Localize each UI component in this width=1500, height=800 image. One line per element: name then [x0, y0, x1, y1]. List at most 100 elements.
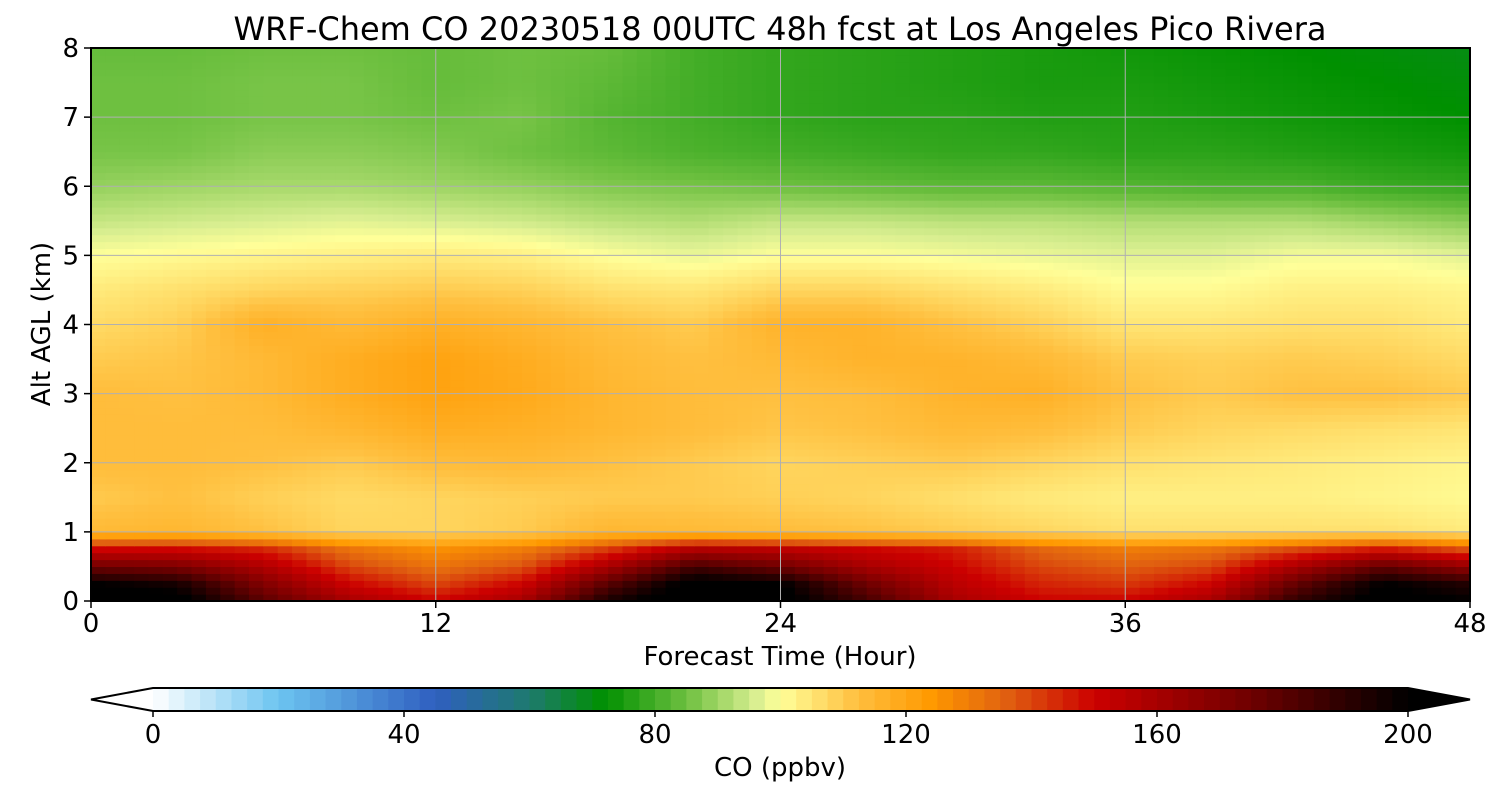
- heatmap-cell: [205, 407, 221, 415]
- heatmap-cell: [421, 573, 437, 581]
- heatmap-cell: [565, 303, 580, 312]
- heatmap-cell: [177, 393, 193, 402]
- heatmap-cell: [205, 483, 221, 491]
- heatmap-cell: [708, 393, 724, 402]
- heatmap-cell: [91, 448, 106, 457]
- heatmap-cell: [1182, 317, 1198, 326]
- heatmap-cell: [751, 587, 767, 595]
- heatmap-cell: [1182, 518, 1198, 526]
- heatmap-cell: [335, 587, 351, 595]
- heatmap-cell: [1096, 324, 1112, 333]
- heatmap-cell: [1096, 587, 1112, 595]
- heatmap-cell: [1125, 276, 1141, 284]
- heatmap-cell: [1082, 276, 1098, 284]
- heatmap-cell: [1211, 531, 1227, 540]
- heatmap-cell: [1211, 511, 1227, 519]
- heatmap-cell: [593, 448, 609, 457]
- heatmap-cell: [1311, 365, 1327, 374]
- heatmap-cell: [249, 359, 264, 367]
- heatmap-cell: [708, 518, 724, 526]
- heatmap-cell: [478, 462, 494, 471]
- heatmap-cell: [263, 324, 279, 333]
- heatmap-cell: [608, 559, 624, 568]
- heatmap-cell: [177, 504, 193, 512]
- heatmap-cell: [981, 407, 997, 415]
- heatmap-cell: [464, 248, 480, 256]
- heatmap-cell: [1039, 324, 1055, 333]
- heatmap-cell: [363, 573, 379, 581]
- heatmap-cell: [1067, 407, 1083, 415]
- heatmap-cell: [1153, 469, 1169, 478]
- heatmap-cell: [464, 518, 480, 526]
- heatmap-cell: [306, 324, 322, 333]
- heatmap-cell: [1125, 283, 1141, 291]
- heatmap-cell: [335, 365, 351, 374]
- heatmap-cell: [220, 255, 236, 263]
- heatmap-cell: [952, 345, 968, 353]
- heatmap-cell: [1110, 448, 1126, 457]
- heatmap-cell: [593, 504, 609, 512]
- heatmap-cell: [1254, 303, 1270, 312]
- heatmap-cell: [1139, 448, 1155, 457]
- heatmap-cell: [1125, 359, 1141, 367]
- heatmap-cell: [852, 386, 868, 395]
- heatmap-cell: [636, 476, 652, 485]
- heatmap-cell: [205, 545, 221, 554]
- heatmap-cell: [651, 359, 667, 367]
- heatmap-cell: [622, 296, 638, 305]
- heatmap-cell: [723, 421, 738, 429]
- heatmap-cell: [1297, 352, 1313, 360]
- heatmap-cell: [335, 289, 351, 298]
- heatmap-cell: [1168, 414, 1184, 422]
- heatmap-cell: [1139, 518, 1155, 526]
- heatmap-cell: [579, 538, 595, 547]
- heatmap-cell: [378, 421, 394, 429]
- heatmap-cell: [536, 276, 552, 284]
- heatmap-cell: [1326, 283, 1342, 291]
- heatmap-cell: [1182, 455, 1198, 464]
- heatmap-cell: [363, 372, 379, 381]
- heatmap-cell: [1053, 580, 1069, 588]
- heatmap-cell: [220, 262, 236, 270]
- heatmap-cell: [1139, 524, 1155, 533]
- heatmap-cell: [292, 365, 308, 374]
- heatmap-cell: [1168, 296, 1184, 305]
- heatmap-cell: [536, 455, 552, 464]
- heatmap-cell: [550, 469, 566, 478]
- heatmap-cell: [105, 545, 121, 554]
- heatmap-cell: [1297, 393, 1313, 402]
- heatmap-cell: [493, 276, 509, 284]
- heatmap-cell: [952, 262, 968, 270]
- heatmap-cell: [1168, 407, 1184, 415]
- heatmap-cell: [881, 352, 897, 360]
- heatmap-cell: [407, 594, 422, 602]
- heatmap-cell: [1153, 580, 1169, 588]
- heatmap-cell: [263, 255, 279, 263]
- heatmap-cell: [464, 428, 480, 436]
- heatmap-cell: [952, 580, 968, 588]
- heatmap-cell: [363, 269, 379, 277]
- heatmap-cell: [1110, 524, 1126, 533]
- heatmap-cell: [1168, 372, 1184, 381]
- heatmap-cell: [478, 524, 494, 533]
- heatmap-cell: [1311, 580, 1327, 588]
- heatmap-cell: [981, 276, 997, 284]
- heatmap-cell: [91, 324, 106, 333]
- heatmap-cell: [1168, 359, 1184, 367]
- heatmap-cell: [837, 283, 853, 291]
- heatmap-cell: [263, 338, 279, 346]
- heatmap-cell: [565, 324, 580, 333]
- heatmap-cell: [1283, 552, 1299, 561]
- heatmap-cell: [292, 379, 308, 388]
- heatmap-cell: [1010, 255, 1026, 263]
- heatmap-cell: [220, 504, 236, 512]
- heatmap-cell: [234, 317, 250, 326]
- heatmap-cell: [91, 504, 106, 512]
- heatmap-cell: [320, 524, 336, 533]
- heatmap-cell: [636, 455, 652, 464]
- heatmap-cell: [205, 393, 221, 402]
- heatmap-cell: [622, 310, 638, 319]
- heatmap-cell: [924, 317, 940, 326]
- heatmap-cell: [277, 552, 293, 561]
- co-curtain-heatmap: [91, 48, 1471, 602]
